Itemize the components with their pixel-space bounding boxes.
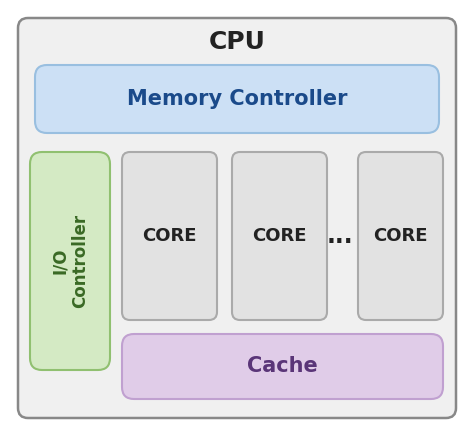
Text: ...: ... (327, 224, 353, 248)
FancyBboxPatch shape (122, 334, 443, 399)
FancyBboxPatch shape (30, 152, 110, 370)
Text: CPU: CPU (209, 30, 265, 54)
Text: CORE: CORE (142, 227, 197, 245)
FancyBboxPatch shape (35, 65, 439, 133)
FancyBboxPatch shape (18, 18, 456, 418)
FancyBboxPatch shape (232, 152, 327, 320)
Text: CORE: CORE (252, 227, 307, 245)
Text: I/O
Controller: I/O Controller (51, 214, 90, 308)
Text: Cache: Cache (247, 356, 318, 377)
FancyBboxPatch shape (122, 152, 217, 320)
FancyBboxPatch shape (358, 152, 443, 320)
Text: CORE: CORE (373, 227, 428, 245)
Text: Memory Controller: Memory Controller (127, 89, 347, 109)
